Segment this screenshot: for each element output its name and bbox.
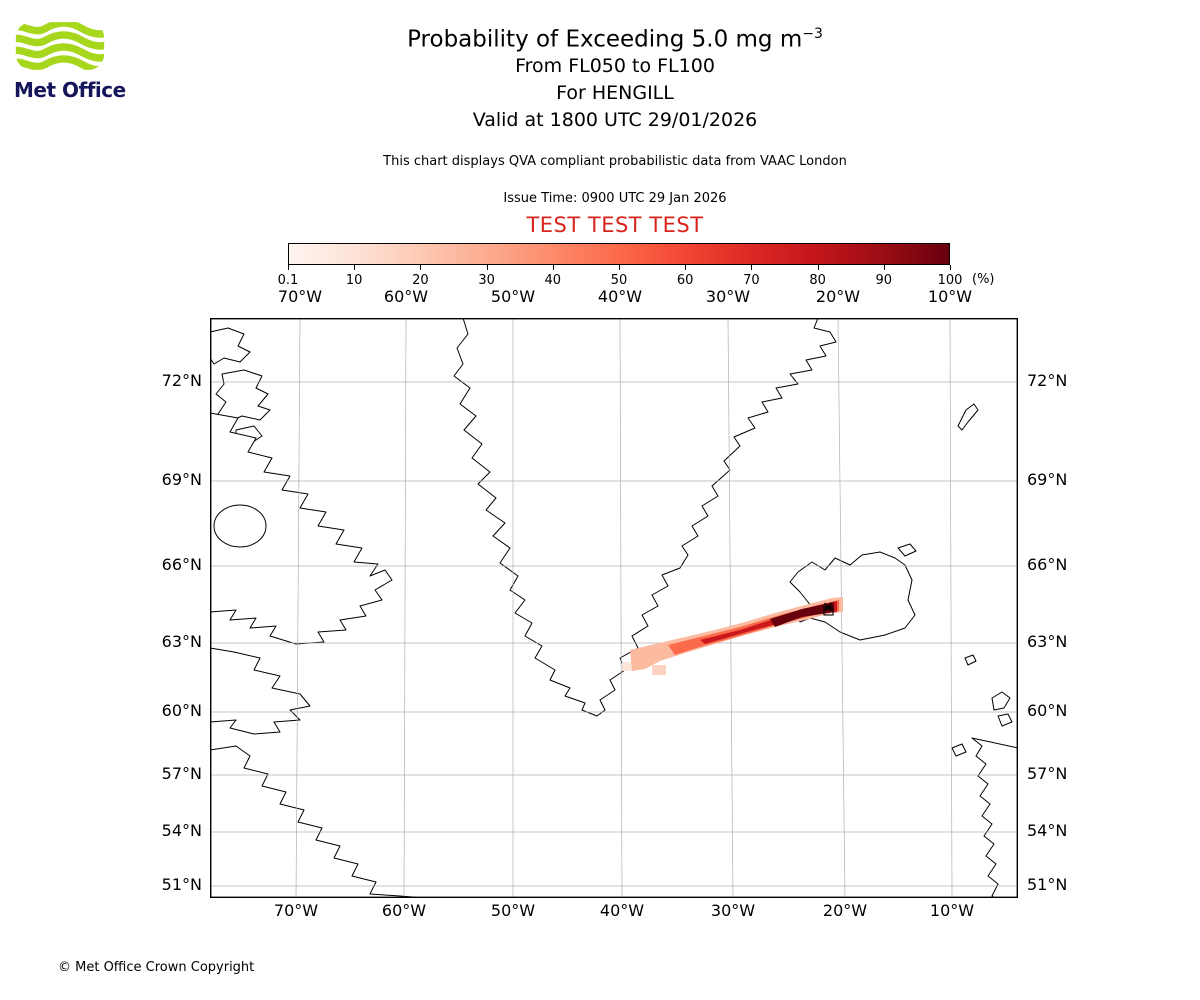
- lon-label-top: 10°W: [927, 287, 973, 306]
- lon-label-top: 40°W: [597, 287, 643, 306]
- colorbar-tickmark: [420, 265, 422, 270]
- colorbar-tick-label: 40: [544, 273, 562, 288]
- chart-title-exponent: −3: [802, 26, 823, 42]
- colorbar-tick-label: 100: [937, 273, 963, 288]
- met-office-logo: Met Office: [14, 20, 134, 102]
- coastlines: [210, 318, 1018, 898]
- colorbar-tickmark: [486, 265, 488, 270]
- lat-label-left: 69°N: [161, 470, 202, 490]
- lat-label-right: 66°N: [1027, 555, 1068, 575]
- colorbar-tick-label: 20: [412, 273, 429, 288]
- island-arctic-1: [210, 327, 251, 365]
- lat-label-right: 57°N: [1027, 764, 1068, 784]
- lon-label-bottom: 50°W: [490, 901, 536, 920]
- met-office-wordmark: Met Office: [14, 78, 126, 102]
- coastline-ungava: [210, 647, 311, 735]
- colorbar-tick-label: 50: [610, 273, 628, 288]
- colorbar-unit-label: (%): [972, 272, 995, 287]
- colorbar-tickmark: [552, 265, 554, 270]
- lon-label-top: 70°W: [277, 287, 323, 306]
- island-ne-of-iceland: [897, 543, 917, 557]
- colorbar-tickmark: [883, 265, 885, 270]
- colorbar-tick-label: 60: [676, 273, 694, 288]
- lat-label-left: 60°N: [161, 701, 202, 721]
- title-block: Probability of Exceeding 5.0 mg m−3 From…: [15, 0, 1200, 238]
- lat-label-left: 57°N: [161, 764, 202, 784]
- island-faroe: [964, 654, 977, 666]
- issue-time: Issue Time: 0900 UTC 29 Jan 2026: [503, 190, 727, 206]
- graticule-lon-line: [295, 318, 301, 898]
- lat-label-right: 63°N: [1027, 632, 1068, 652]
- colorbar-tickmark: [751, 265, 753, 270]
- colorbar-tick-label: 30: [478, 273, 495, 288]
- lon-label-top: 50°W: [490, 287, 536, 306]
- colorbar-tick-label: 80: [809, 273, 826, 288]
- lat-label-right: 60°N: [1027, 701, 1068, 721]
- qva-description: This chart displays QVA compliant probab…: [383, 153, 847, 169]
- lat-label-right: 72°N: [1027, 371, 1068, 391]
- lat-label-right: 54°N: [1027, 821, 1068, 841]
- colorbar-tickmark: [950, 265, 951, 270]
- lat-label-left: 63°N: [161, 632, 202, 652]
- graticule-lon-line: [619, 318, 623, 898]
- map-canvas: [210, 318, 1018, 898]
- colorbar-tick-label: 10: [345, 273, 363, 288]
- lat-label-left: 66°N: [161, 555, 202, 575]
- test-banner: TEST TEST TEST: [526, 212, 704, 237]
- lat-label-left: 54°N: [161, 821, 202, 841]
- plume-cell: [622, 662, 634, 671]
- lat-label-left: 51°N: [161, 875, 202, 895]
- lon-label-top: 20°W: [815, 287, 861, 306]
- lon-label-bottom: 70°W: [273, 901, 319, 920]
- coastline-iceland: [789, 551, 916, 641]
- colorbar-tick-label: 0.1: [277, 273, 299, 288]
- coastline-ireland: [971, 737, 1018, 898]
- island-top-right: [957, 403, 979, 431]
- chart-title-text: Probability of Exceeding 5.0 mg m: [407, 26, 803, 53]
- island-arctic-2: [215, 369, 271, 423]
- coastline-baffin-island: [210, 412, 393, 645]
- lat-label-right: 69°N: [1027, 470, 1068, 490]
- graticule-lon-line: [727, 318, 734, 898]
- lon-label-bottom: 40°W: [599, 901, 645, 920]
- lon-label-top: 30°W: [705, 287, 751, 306]
- volcano-subtitle: For HENGILL: [556, 81, 674, 104]
- lon-label-top: 60°W: [383, 287, 429, 306]
- colorbar-tick-label: 90: [875, 273, 893, 288]
- volcano-base: [823, 608, 834, 616]
- chart-title: Probability of Exceeding 5.0 mg m−3: [15, 26, 1200, 53]
- colorbar-tickmark: [685, 265, 687, 270]
- plume-level-90: [770, 602, 834, 627]
- volcano-star: [823, 602, 833, 612]
- probability-colorbar: [288, 243, 950, 265]
- graticule-lon-line: [403, 318, 407, 898]
- ash-plume: [622, 597, 843, 675]
- island-round: [213, 504, 267, 548]
- lon-label-bottom: 30°W: [710, 901, 756, 920]
- valid-time-subtitle: Valid at 1800 UTC 29/01/2026: [472, 108, 758, 131]
- lon-label-bottom: 60°W: [381, 901, 427, 920]
- colorbar-tickmark: [619, 265, 620, 270]
- copyright: © Met Office Crown Copyright: [58, 960, 255, 975]
- coastline-labrador: [210, 745, 426, 898]
- volcano-marker: [823, 602, 834, 616]
- island-west-of-ireland: [951, 743, 967, 757]
- colorbar-tickmark: [288, 265, 289, 270]
- lat-label-right: 51°N: [1027, 875, 1068, 895]
- map-frame: [210, 318, 1018, 898]
- colorbar-tickmark: [354, 265, 356, 270]
- lon-label-bottom: 20°W: [822, 901, 868, 920]
- plume-cell: [652, 665, 666, 675]
- colorbar-tickmark: [817, 265, 819, 270]
- graticule-lon-line: [949, 318, 953, 898]
- lon-label-bottom: 10°W: [929, 901, 975, 920]
- met-office-logo-icon: [15, 22, 105, 70]
- colorbar-tick-label: 70: [743, 273, 760, 288]
- island-scotland-2: [997, 713, 1013, 727]
- lat-label-left: 72°N: [161, 371, 202, 391]
- flight-level-subtitle: From FL050 to FL100: [515, 54, 715, 77]
- island-scotland-1: [991, 691, 1011, 711]
